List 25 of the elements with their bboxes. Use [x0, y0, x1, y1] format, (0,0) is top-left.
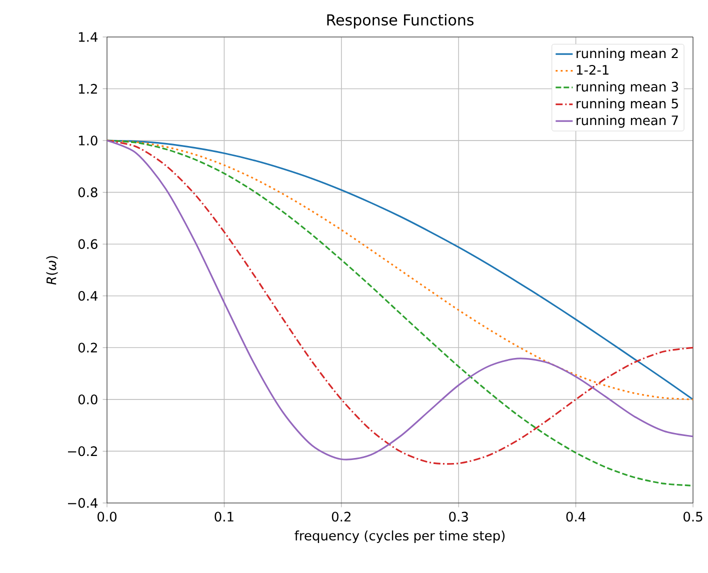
- x-tick-label: 0.3: [449, 512, 468, 522]
- y-tick-label: 0.0: [78, 394, 98, 404]
- x-tick-label: 0.1: [214, 512, 234, 522]
- x-tick-label: 0.5: [684, 512, 702, 522]
- legend-label: running mean 3: [576, 82, 678, 94]
- y-axis-title: R(ω): [46, 256, 58, 285]
- y-tick-label: 1.0: [78, 136, 98, 146]
- y-tick-label: 1.4: [78, 32, 98, 42]
- x-tick-label: 0.2: [332, 512, 350, 522]
- y-tick-label: 0.8: [78, 187, 98, 198]
- y-tick-label: 0.4: [78, 290, 98, 301]
- legend-label: running mean 7: [576, 115, 678, 128]
- y-tick-label: 0.2: [78, 342, 97, 353]
- x-axis-title: frequency (cycles per time step): [294, 530, 505, 544]
- chart-title: Response Functions: [327, 14, 474, 28]
- y-tick-label: −0.2: [68, 446, 97, 456]
- y-tick-label: −0.4: [68, 498, 98, 508]
- x-tick-label: 0.4: [566, 512, 586, 522]
- legend-label: running mean 5: [576, 98, 678, 111]
- legend-label: 1-2-1: [576, 64, 608, 75]
- y-tick-label: 1.2: [78, 84, 97, 94]
- y-tick-label: 0.6: [78, 239, 98, 250]
- legend-label: running mean 2: [576, 48, 678, 61]
- x-tick-label: 0.0: [98, 512, 116, 522]
- line-series: [107, 140, 694, 400]
